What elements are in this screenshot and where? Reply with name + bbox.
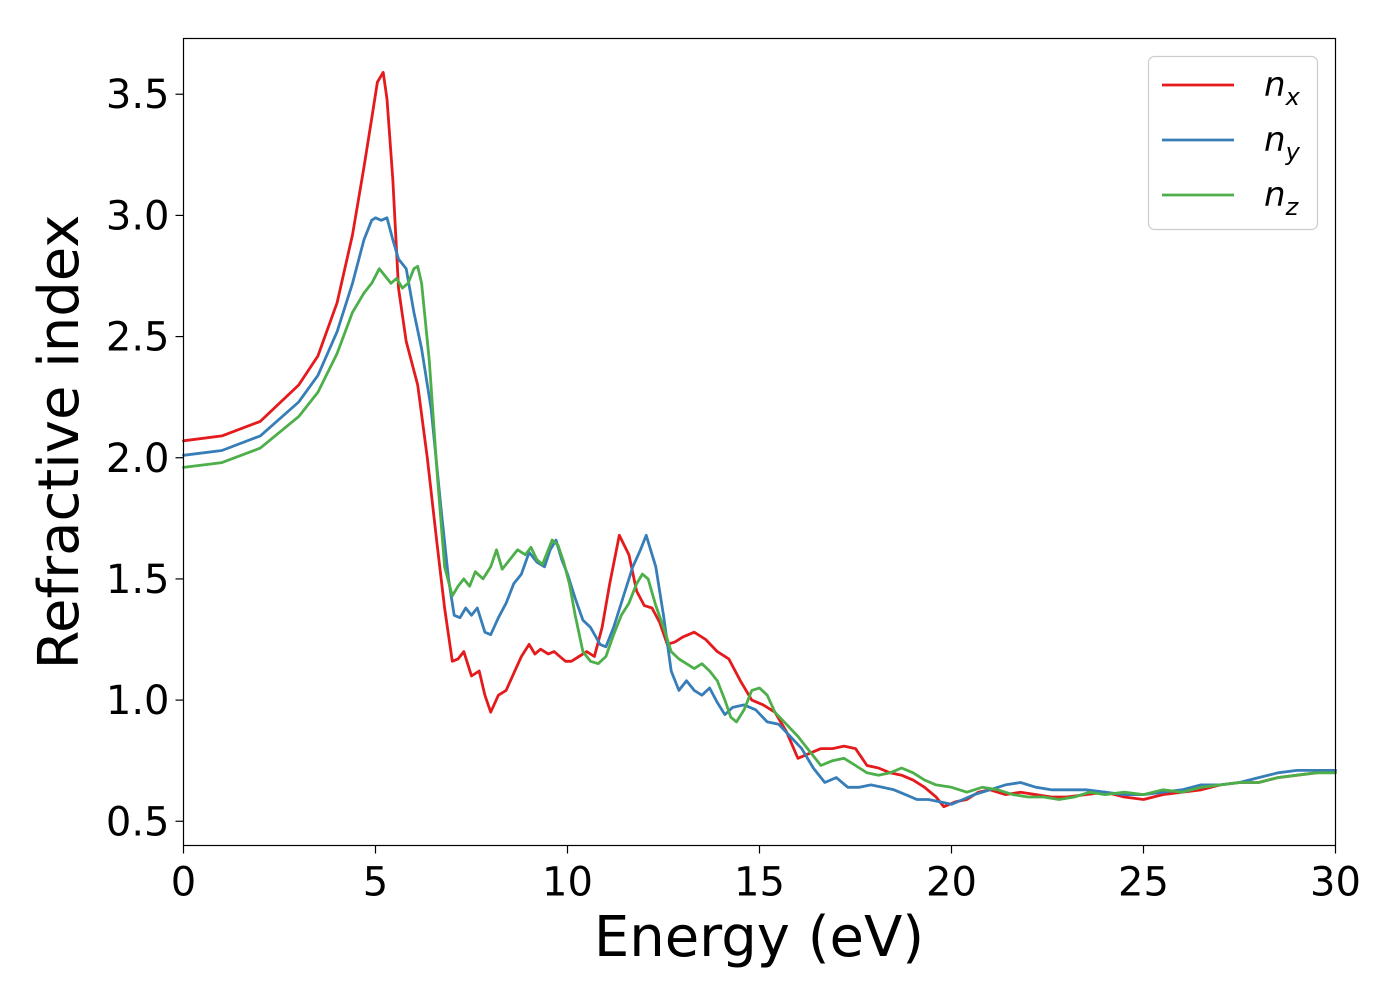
- x-tick-label: 25: [1118, 860, 1169, 906]
- x-tick-label: 15: [734, 860, 785, 906]
- y-tick-label: 2.0: [106, 436, 170, 482]
- x-tick-label: 5: [363, 860, 388, 906]
- y-tick-label: 1.0: [106, 678, 170, 724]
- x-tick-label: 10: [542, 860, 593, 906]
- x-axis: 0 5 10 15 20 25 30: [171, 845, 1361, 906]
- y-tick-label: 3.5: [106, 72, 170, 118]
- x-axis-label: Energy (eV): [594, 905, 924, 970]
- x-tick-label: 20: [926, 860, 977, 906]
- y-axis: 0.5 1.0 1.5 2.0 2.5 3.0 3.5: [106, 72, 184, 845]
- y-tick-label: 3.0: [106, 193, 170, 239]
- series-line-z: [182, 264, 1337, 801]
- series-layer: [182, 71, 1337, 809]
- y-tick-label: 2.5: [106, 315, 170, 361]
- y-tick-label: 1.5: [106, 557, 170, 603]
- legend-frame: [1147, 55, 1319, 231]
- y-axis-label: Refractive index: [27, 215, 92, 670]
- y-tick-label: 0.5: [106, 799, 170, 845]
- series-line-x: [182, 71, 1337, 809]
- x-tick-label: 0: [171, 860, 196, 906]
- x-tick-label: 30: [1310, 860, 1361, 906]
